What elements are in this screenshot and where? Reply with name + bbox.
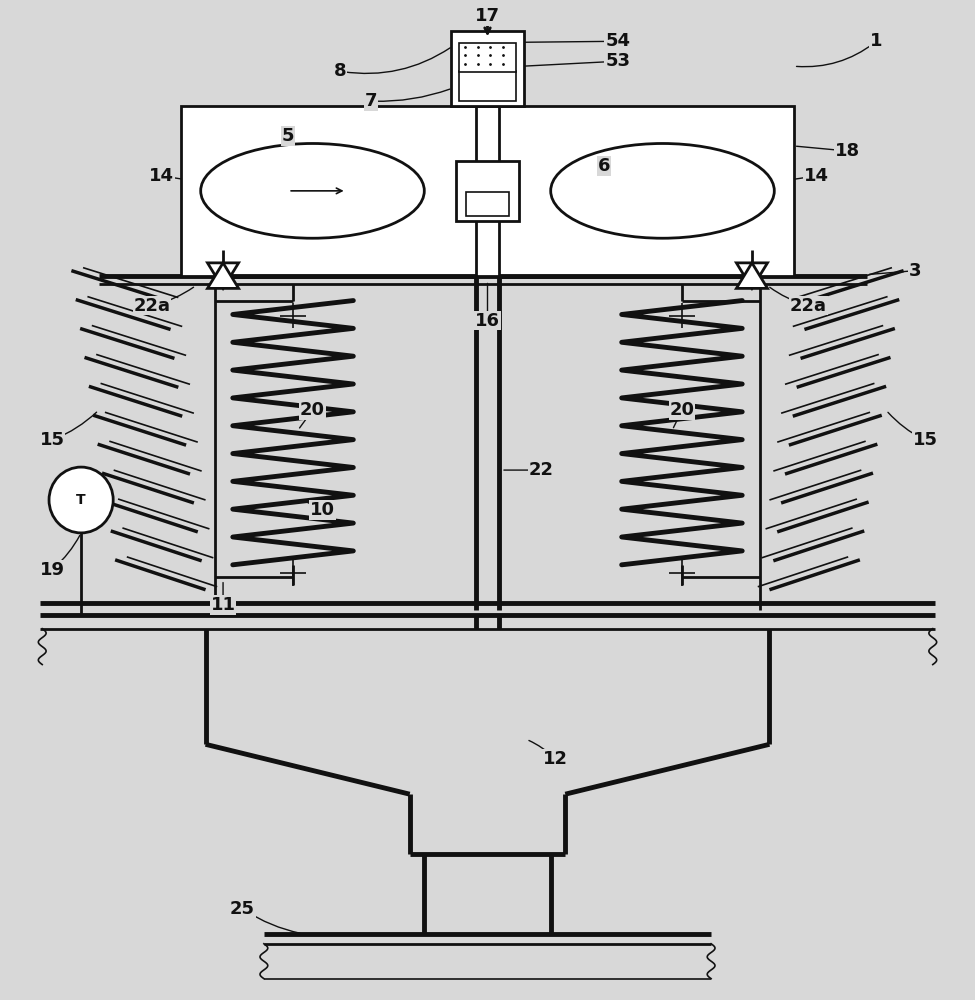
Ellipse shape xyxy=(201,143,424,238)
Circle shape xyxy=(49,467,113,533)
Text: 25: 25 xyxy=(230,900,255,918)
Text: 22: 22 xyxy=(528,461,554,479)
Text: 11: 11 xyxy=(211,596,236,614)
Polygon shape xyxy=(736,263,767,288)
Text: 1: 1 xyxy=(870,32,882,50)
Text: 22a: 22a xyxy=(790,297,827,315)
Text: 19: 19 xyxy=(39,561,64,579)
Text: 18: 18 xyxy=(835,142,860,160)
Bar xyxy=(450,31,525,106)
Text: 5: 5 xyxy=(282,127,294,145)
Text: 7: 7 xyxy=(365,92,377,110)
Bar xyxy=(459,71,516,101)
Bar xyxy=(466,192,509,216)
Bar xyxy=(459,43,516,72)
Text: 17: 17 xyxy=(475,7,500,25)
Text: 22a: 22a xyxy=(134,297,171,315)
Text: 14: 14 xyxy=(803,167,829,185)
Text: 6: 6 xyxy=(598,157,610,175)
Polygon shape xyxy=(208,263,239,288)
Text: 15: 15 xyxy=(913,431,938,449)
Polygon shape xyxy=(208,263,239,288)
Bar xyxy=(456,161,519,221)
Text: 20: 20 xyxy=(670,401,694,419)
Bar xyxy=(181,106,794,276)
Text: T: T xyxy=(76,493,86,507)
Polygon shape xyxy=(736,263,767,288)
Text: 54: 54 xyxy=(605,32,630,50)
Text: 20: 20 xyxy=(300,401,325,419)
Text: 14: 14 xyxy=(149,167,175,185)
Text: 15: 15 xyxy=(39,431,64,449)
Text: 16: 16 xyxy=(475,312,500,330)
Text: 10: 10 xyxy=(310,501,334,519)
Text: 53: 53 xyxy=(605,52,630,70)
Text: 12: 12 xyxy=(543,750,568,768)
Text: 3: 3 xyxy=(909,262,921,280)
Text: 8: 8 xyxy=(333,62,346,80)
Ellipse shape xyxy=(551,143,774,238)
